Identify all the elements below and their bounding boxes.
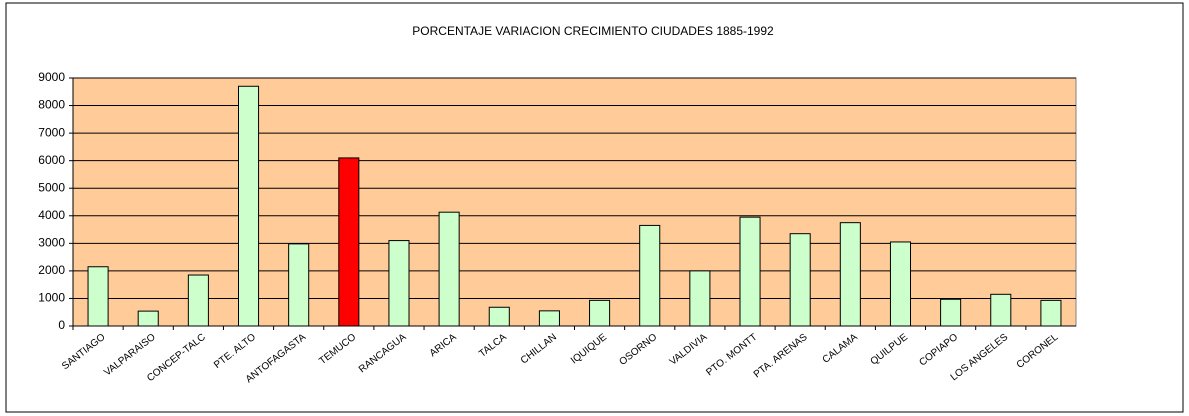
bar [288,243,310,327]
chart-title: PORCENTAJE VARIACION CRECIMIENTO CIUDADE… [412,24,774,38]
bar [87,266,109,327]
bar [187,274,209,327]
y-tick-label: 2000 [38,263,65,277]
y-tick-label: 4000 [38,208,65,222]
bar [488,306,510,327]
bar [538,310,560,327]
y-tick-label: 0 [58,318,65,332]
y-tick-label: 6000 [38,153,65,167]
y-tick-label: 9000 [38,70,65,84]
bar [237,85,260,327]
plot-area [72,77,1077,327]
bar [889,241,912,327]
bar [789,233,811,327]
y-tick-label: 7000 [38,125,65,139]
bar [388,240,410,327]
bar [137,310,159,327]
y-tick-label: 8000 [38,98,65,112]
bar [338,157,360,327]
bar [1040,299,1062,327]
bar [940,298,962,327]
bar [739,216,761,327]
bar [839,222,861,327]
bar [438,211,460,327]
y-tick-label: 1000 [38,291,65,305]
bar [990,293,1012,327]
y-tick-label: 5000 [38,180,65,194]
bar [689,270,711,327]
y-tick-label: 3000 [38,236,65,250]
bar [639,224,661,327]
bar [589,299,611,327]
